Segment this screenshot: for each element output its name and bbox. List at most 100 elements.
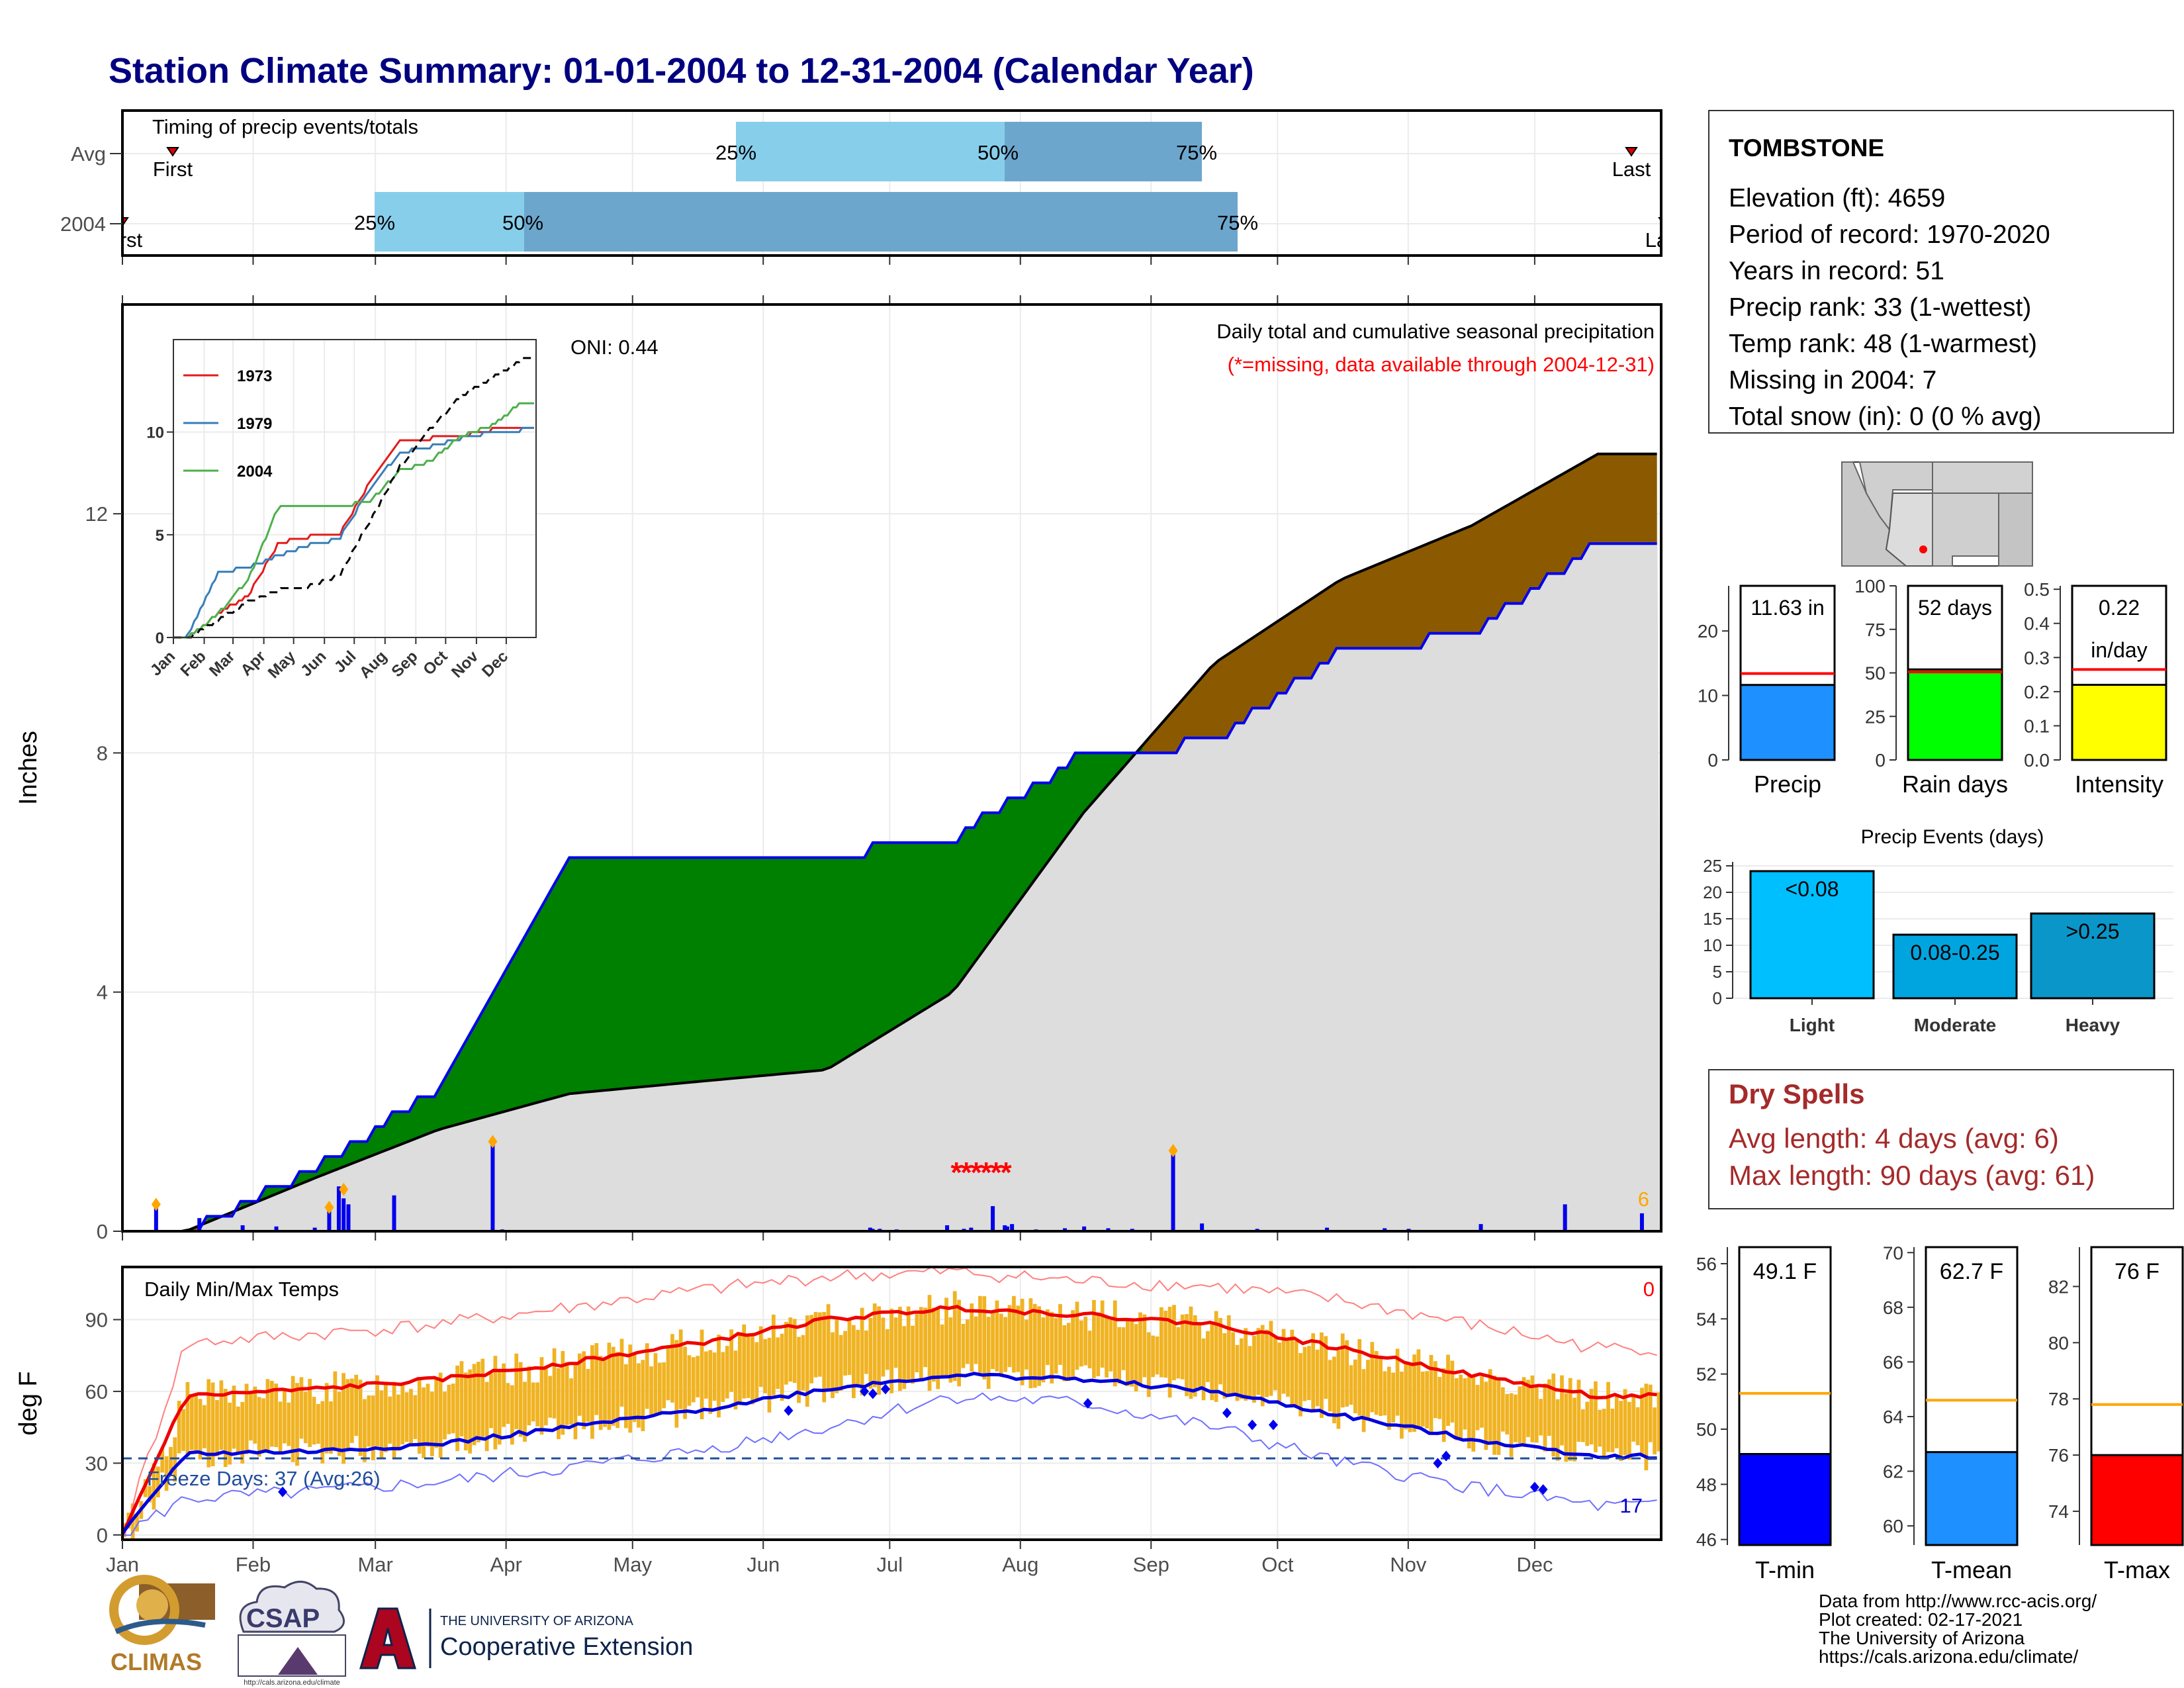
temp-range-bar (1206, 1331, 1210, 1382)
temp-range-bar (902, 1326, 907, 1389)
temp-range-bar (135, 1515, 139, 1532)
temp-range-bar (1180, 1314, 1185, 1380)
temp-range-bar (1657, 1392, 1661, 1452)
temp-range-bar (1353, 1359, 1357, 1413)
daily-precip-bar (240, 1225, 245, 1231)
ua-logo-large-text: Cooperative Extension (440, 1633, 693, 1661)
temp-range-bar (1058, 1304, 1062, 1365)
temp-x-tick-label: Jun (747, 1553, 780, 1576)
events-bar-label: >0.25 (2066, 919, 2120, 943)
temp-range-bar (792, 1319, 797, 1383)
temp-range-bar (590, 1345, 594, 1439)
summary-y-tick-label: 0.3 (2024, 647, 2050, 668)
temp-range-bar (312, 1397, 316, 1445)
temp-summary-y-tick-label: 50 (1696, 1419, 1717, 1440)
temp-range-bar (1539, 1399, 1543, 1436)
temp-range-bar (194, 1393, 199, 1454)
precip-y-tick-label: 8 (97, 741, 108, 765)
temp-range-bar (1193, 1315, 1197, 1397)
temp-range-bar (704, 1351, 708, 1399)
temp-count-bottom: 17 (1620, 1494, 1643, 1517)
daily-precip-bar (969, 1227, 974, 1231)
temp-range-bar (1281, 1329, 1286, 1394)
events-category-label: Heavy (2066, 1015, 2120, 1035)
missing-day-marker: * (980, 1156, 992, 1189)
temp-range-bar (767, 1337, 772, 1413)
temp-range-bar (354, 1374, 359, 1436)
temp-range-bar (1007, 1305, 1012, 1368)
temp-range-bar (932, 1307, 936, 1382)
temp-x-tick-label: Nov (1390, 1553, 1427, 1576)
temp-range-bar (164, 1456, 169, 1491)
daily-precip-bar (945, 1225, 950, 1231)
temp-range-bar (1463, 1378, 1467, 1430)
station-name: TOMBSTONE (1729, 134, 1884, 162)
precip-2004-line (122, 542, 1657, 1233)
temp-range-bar (265, 1379, 270, 1453)
temp-range-bar (1197, 1323, 1202, 1387)
temp-range-bar (502, 1363, 506, 1427)
temp-summary-value-bar (1738, 1453, 1832, 1546)
temp-range-bar (746, 1335, 751, 1398)
temp-range-bar (1260, 1325, 1265, 1407)
temp-range-bar (1105, 1317, 1109, 1378)
events-category-label: Light (1790, 1015, 1835, 1035)
temp-range-bar (1189, 1306, 1193, 1399)
temp-range-bar (189, 1395, 194, 1450)
oni-label: ONI: 0.44 (570, 336, 659, 359)
temp-range-bar (847, 1319, 852, 1376)
station-temp-rank: Temp rank: 48 (1-warmest) (1729, 330, 2037, 358)
temp-range-bar (1383, 1371, 1387, 1416)
temp-range-bar (531, 1382, 535, 1422)
temp-range-bar (1619, 1401, 1623, 1462)
temp-range-bar (1555, 1399, 1560, 1461)
temp-range-bar (1248, 1346, 1252, 1397)
daily-precip-bar (1010, 1224, 1015, 1231)
dry-spells-avg: Avg length: 4 days (avg: 6) (1729, 1123, 2059, 1154)
temp-range-bar (1286, 1339, 1290, 1397)
temp-range-bar (1218, 1317, 1222, 1385)
temp-range-bar (662, 1362, 666, 1409)
events-title: Precip Events (days) (1861, 826, 2044, 848)
temp-summary-y-tick-label: 80 (2048, 1333, 2069, 1353)
temp-range-bar (345, 1379, 350, 1449)
temp-range-bar (1041, 1317, 1046, 1383)
temp-panel: 0 30 60 90 Jan Feb Mar Apr May Jun Jul Aug Sep Oct No… (15, 1266, 1662, 1576)
temp-range-bar (1214, 1311, 1218, 1402)
temp-range-bar (404, 1392, 409, 1442)
temp-range-bar (203, 1405, 206, 1448)
avg-first-label: First (153, 158, 193, 181)
temp-range-bar (1226, 1315, 1231, 1396)
temp-range-bar (771, 1314, 776, 1395)
temp-range-bar (152, 1463, 156, 1510)
dry-spells-max: Max length: 90 days (avg: 61) (1729, 1160, 2095, 1191)
temp-range-bar (291, 1376, 295, 1462)
temp-range-bar (1500, 1387, 1505, 1432)
temp-range-bar (1235, 1344, 1240, 1401)
temp-range-bar (1564, 1393, 1569, 1462)
temp-range-bar (1126, 1319, 1130, 1387)
temp-range-bar (970, 1303, 974, 1372)
temp-range-bar (691, 1357, 696, 1403)
precip-ylabel: Inches (15, 731, 42, 805)
summary-y-tick-label: 0.1 (2024, 716, 2050, 736)
summary-y-tick-label: 20 (1698, 621, 1718, 641)
temp-range-bar (232, 1385, 236, 1449)
summary-y-tick-label: 75 (1865, 620, 1886, 640)
temp-range-bar (657, 1362, 662, 1415)
temp-range-bar (1357, 1338, 1362, 1416)
temp-range-bar (329, 1401, 333, 1454)
temp-range-bar (160, 1448, 165, 1473)
temp-range-bar (1016, 1305, 1021, 1372)
missing-day-marker: * (990, 1156, 1002, 1189)
temp-range-bar (936, 1308, 940, 1389)
temp-range-bar (1020, 1298, 1024, 1385)
summary-bar-label: Precip (1754, 771, 1821, 798)
climas-logo-sun (136, 1589, 168, 1621)
temp-range-bar (780, 1333, 784, 1401)
temp-range-bar (982, 1296, 987, 1380)
temp-range-bar (223, 1389, 228, 1468)
inset-legend-label: 2004 (237, 463, 273, 481)
daily-precip-bar (1325, 1227, 1330, 1231)
